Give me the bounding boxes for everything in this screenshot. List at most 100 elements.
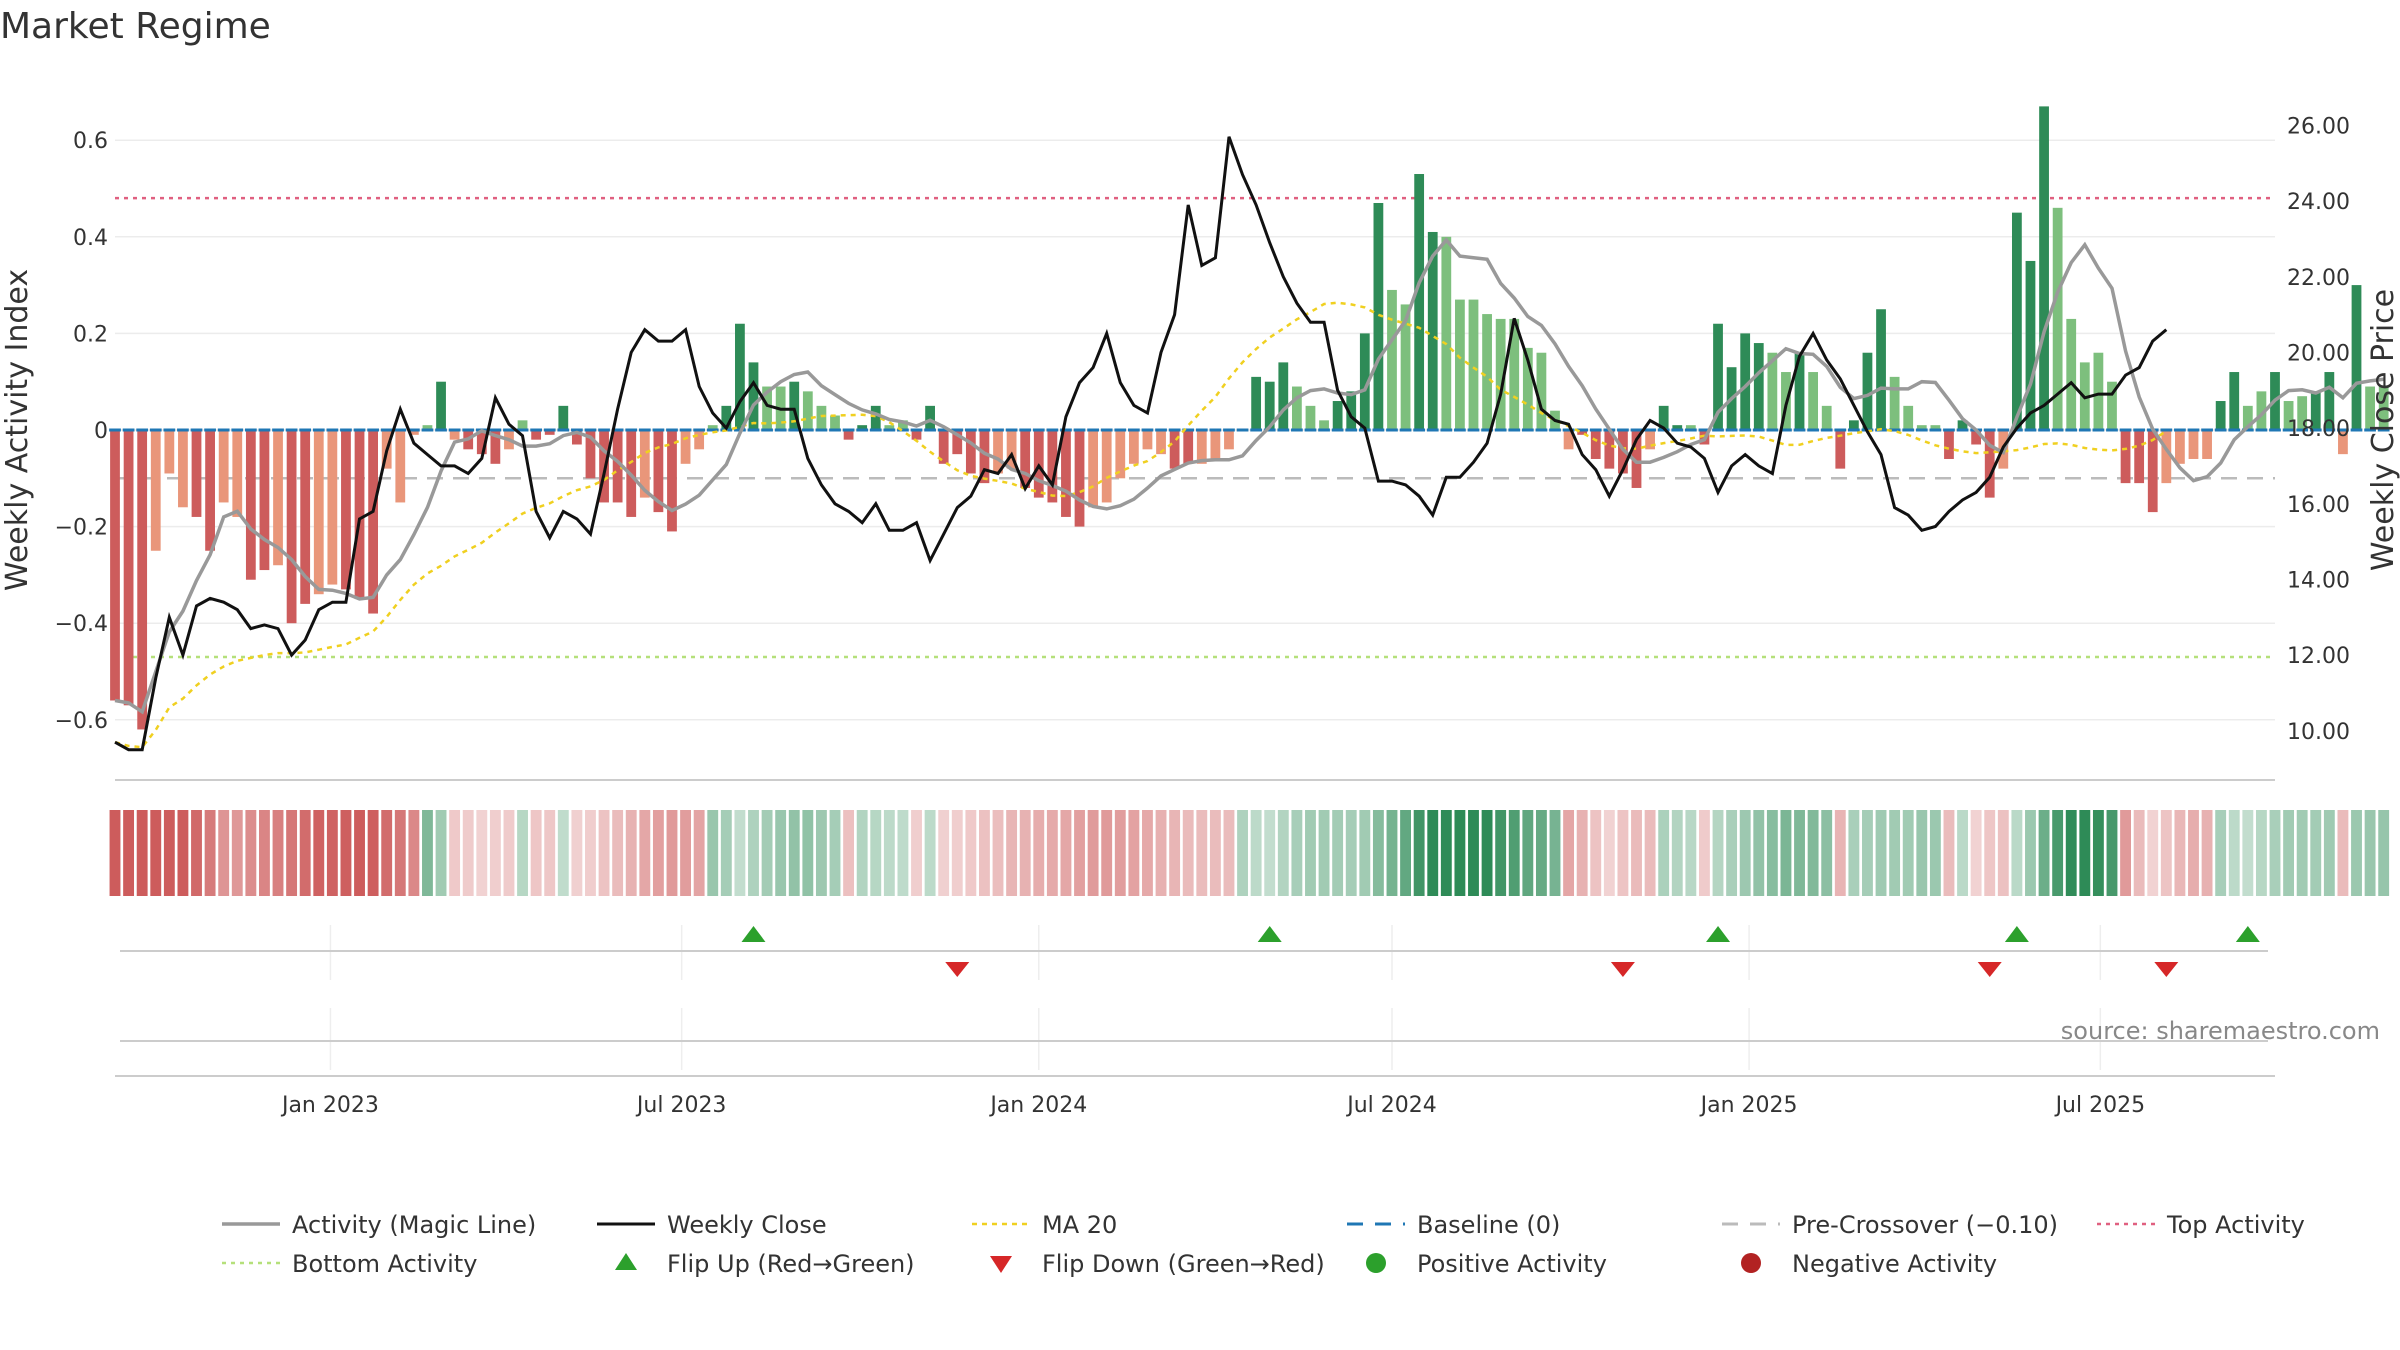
- activity-bar: [1522, 347, 1533, 430]
- regime-cell: [924, 810, 936, 896]
- regime-cell: [2106, 810, 2118, 896]
- regime-cell: [367, 810, 379, 896]
- activity-bar: [1278, 362, 1289, 430]
- magic-line: [114, 237, 2384, 715]
- regime-cell: [109, 810, 121, 896]
- activity-bar: [313, 430, 324, 595]
- right-axis-ticks: 26.00 24.00 22.00 20.00 18.00 16.00 14.00 12.00…: [2287, 114, 2350, 744]
- regime-cell: [1413, 810, 1425, 896]
- activity-bar: [2134, 430, 2145, 484]
- legend-label: Flip Down (Green→Red): [1042, 1250, 1325, 1278]
- regime-cell: [1155, 810, 1167, 896]
- regime-cell: [585, 810, 596, 896]
- flip-up-marker: [741, 926, 766, 942]
- regime-cell: [2228, 810, 2240, 896]
- regime-cell: [2120, 810, 2131, 896]
- activity-bar: [680, 430, 691, 464]
- regime-cell: [734, 810, 746, 896]
- regime-cell: [449, 810, 461, 896]
- regime-cell: [598, 810, 610, 896]
- x-tick-label: Jul 2025: [2054, 1093, 2146, 1118]
- regime-cell: [136, 810, 148, 896]
- regime-cell: [1277, 810, 1289, 896]
- regime-cell: [1780, 810, 1792, 896]
- activity-bar: [517, 420, 528, 430]
- activity-bar: [1604, 430, 1615, 469]
- activity-bars: [110, 106, 2389, 730]
- regime-cell: [286, 810, 298, 896]
- regime-cell: [1902, 810, 1914, 896]
- regime-cell: [1685, 810, 1697, 896]
- regime-cell: [394, 810, 406, 896]
- regime-cell: [422, 810, 433, 896]
- regime-cell: [1970, 810, 1982, 896]
- activity-bar: [830, 415, 840, 430]
- regime-cell: [1943, 810, 1955, 896]
- activity-bar: [694, 430, 705, 450]
- regime-cell: [1726, 810, 1738, 896]
- regime-cell: [1522, 810, 1534, 896]
- regime-cell: [1114, 810, 1126, 896]
- regime-cell: [1237, 810, 1248, 896]
- x-axis-ticks: Jan 2023 Jul 2023 Jan 2024 Jul 2024 Jan 2025…: [280, 1093, 2145, 1118]
- activity-bar: [1359, 333, 1370, 430]
- activity-bar: [667, 430, 677, 532]
- regime-cell: [150, 810, 162, 896]
- legend-label: Pre-Crossover (−0.10): [1792, 1211, 2058, 1239]
- activity-bar: [1047, 430, 1058, 503]
- activity-bar: [191, 430, 202, 517]
- activity-bar: [1468, 299, 1479, 430]
- regime-cell: [1997, 810, 2009, 896]
- activity-bar: [178, 430, 188, 508]
- regime-cell: [775, 810, 787, 896]
- activity-bar: [531, 430, 542, 440]
- regime-cell: [163, 810, 175, 896]
- regime-cell: [979, 810, 990, 896]
- activity-bar: [544, 430, 555, 435]
- regime-cell: [2310, 810, 2322, 896]
- activity-bar: [232, 430, 243, 517]
- right-tick-label: 12.00: [2287, 644, 2350, 669]
- regime-cell: [231, 810, 243, 896]
- regime-cell: [1984, 810, 1996, 896]
- regime-cell: [1182, 810, 1194, 896]
- activity-bar: [2188, 430, 2199, 459]
- activity-bar: [1876, 309, 1886, 430]
- x-tick-label: Jul 2023: [635, 1093, 727, 1118]
- regime-cell: [544, 810, 556, 896]
- regime-cell: [788, 810, 800, 896]
- activity-bar: [870, 405, 881, 430]
- regime-cell: [272, 810, 284, 896]
- regime-cell: [2201, 810, 2213, 896]
- legend-label: Activity (Magic Line): [292, 1211, 536, 1239]
- regime-cell: [381, 810, 393, 896]
- regime-cell: [123, 810, 135, 896]
- regime-cell: [992, 810, 1004, 896]
- regime-cell: [856, 810, 868, 896]
- regime-cell: [1875, 810, 1887, 896]
- regime-cell: [1508, 810, 1520, 896]
- regime-cell: [340, 810, 352, 896]
- regime-cell: [1671, 810, 1683, 896]
- activity-bar: [938, 430, 949, 464]
- activity-bar: [857, 425, 868, 430]
- regime-cell: [843, 810, 855, 896]
- regime-cell: [1074, 810, 1085, 896]
- activity-bar: [1944, 430, 1954, 459]
- flip-down-marker: [1977, 962, 2002, 977]
- activity-bar: [408, 430, 419, 435]
- regime-cell: [1209, 810, 1221, 896]
- regime-cell: [1957, 810, 1968, 896]
- activity-bar: [558, 405, 569, 430]
- regime-cell: [1087, 810, 1099, 896]
- activity-bar: [1767, 352, 1778, 430]
- activity-bar: [653, 430, 664, 513]
- regime-cell: [1699, 810, 1710, 896]
- regime-cell: [951, 810, 963, 896]
- regime-cell: [1440, 810, 1452, 896]
- flip-up-marker: [2235, 926, 2260, 942]
- regime-cell: [1427, 810, 1439, 896]
- regime-cell: [870, 810, 882, 896]
- regime-cell: [680, 810, 691, 896]
- chart-title: Market Regime: [0, 6, 271, 47]
